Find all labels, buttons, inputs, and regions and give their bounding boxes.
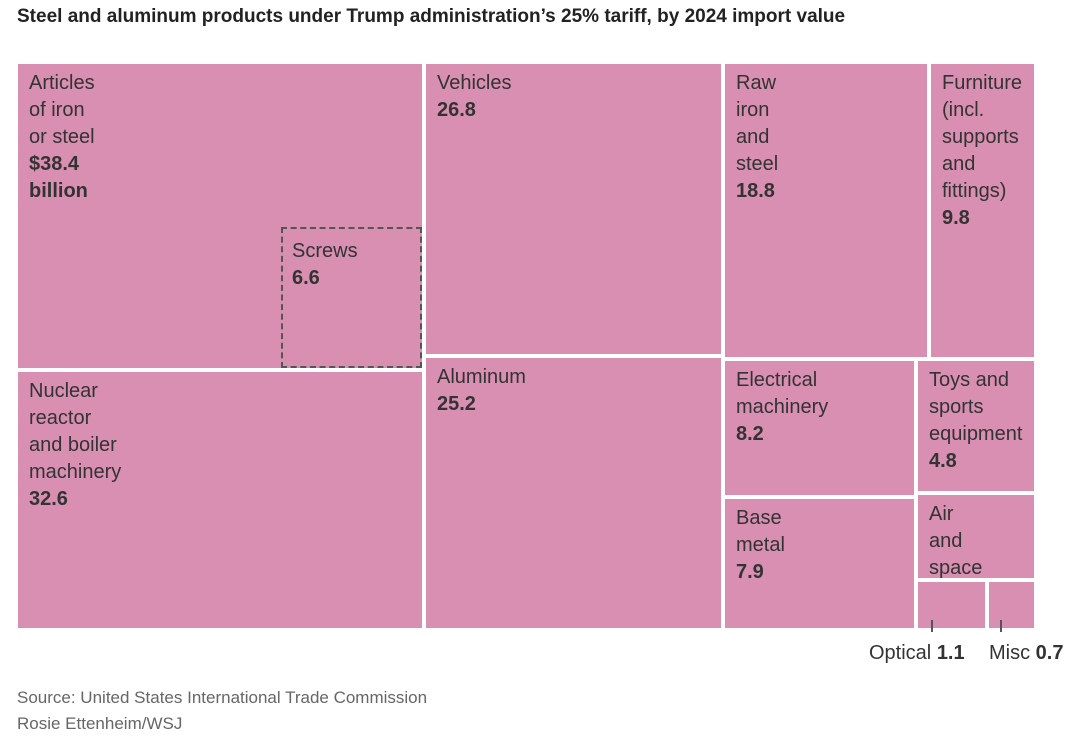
- treemap-tile-air-and-space-craft: [916, 493, 1036, 580]
- tile-name: Base metal: [736, 507, 785, 556]
- tile-value: 26.8: [437, 99, 476, 121]
- tile-name: Vehicles: [437, 72, 512, 94]
- screws-subset-box: [281, 227, 422, 368]
- chart-title: Steel and aluminum products under Trump …: [17, 6, 846, 27]
- treemap-tile-optical: [916, 580, 987, 630]
- treemap-tile-misc: [987, 580, 1036, 630]
- tile-value: 18.8: [736, 180, 775, 202]
- treemap-tile-furniture-incl-supports-and-fittings: [929, 62, 1036, 359]
- leader-tick-optical: [931, 620, 933, 632]
- tile-value: 32.6: [29, 488, 68, 510]
- subset-value: 6.6: [292, 267, 320, 289]
- treemap-tile-vehicles: [424, 62, 723, 356]
- tile-name: Raw iron and steel: [736, 72, 779, 175]
- credit-note: Rosie Ettenheim/WSJ: [17, 714, 183, 733]
- treemap-tile-aluminum: [424, 356, 723, 630]
- tile-label-nuclear-reactor-and-boiler-machinery: Nuclear reactor and boiler machinery 32.6: [29, 378, 121, 513]
- tile-name: Nuclear reactor and boiler machinery: [29, 380, 122, 483]
- outside-label-optical: Optical 1.1: [869, 642, 965, 665]
- tile-value: 9.8: [942, 207, 970, 229]
- outside-label-name: Optical: [869, 642, 937, 664]
- leader-tick-misc: [1000, 620, 1002, 632]
- tile-label-aluminum: Aluminum 25.2: [437, 364, 526, 418]
- tile-label-vehicles: Vehicles 26.8: [437, 70, 512, 124]
- tile-value: 25.2: [437, 393, 476, 415]
- treemap-tile-base-metal: [723, 497, 916, 630]
- tile-label-toys-and-sports-equipment: Toys and sports equipment 4.8: [929, 367, 1022, 475]
- tile-value: $38.4 billion: [29, 153, 88, 202]
- subset-label-screws: Screws 6.6: [292, 238, 358, 292]
- outside-label-misc: Misc 0.7: [989, 642, 1063, 665]
- tile-label-base-metal: Base metal 7.9: [736, 505, 785, 586]
- treemap-tile-articles-of-iron-or-steel: [16, 62, 424, 370]
- tile-label-raw-iron-and-steel: Raw iron and steel 18.8: [736, 70, 778, 205]
- tile-value: 4.8: [929, 450, 957, 472]
- tile-value: 8.2: [736, 423, 764, 445]
- tile-name: Toys and sports equipment: [929, 369, 1023, 445]
- tile-label-electrical-machinery: Electrical machinery 8.2: [736, 367, 828, 448]
- tile-value: 7.9: [736, 561, 764, 583]
- outside-label-value: 0.7: [1035, 642, 1064, 664]
- treemap-tile-toys-and-sports-equipment: [916, 359, 1036, 493]
- tile-label-furniture-incl-supports-and-fittings: Furniture (incl. supports and fittings) 9…: [942, 70, 1022, 232]
- source-note: Source: United States International Trad…: [17, 688, 428, 707]
- treemap-tile-raw-iron-and-steel: [723, 62, 929, 359]
- tile-name: Articles of iron or steel: [29, 72, 95, 148]
- tile-name: Furniture (incl. supports and fittings): [942, 72, 1023, 202]
- outside-label-name: Misc: [989, 642, 1036, 664]
- treemap-tile-nuclear-reactor-and-boiler-machinery: [16, 370, 424, 630]
- tile-label-articles-of-iron-or-steel: Articles of iron or steel $38.4 billion: [29, 70, 95, 205]
- treemap-tile-electrical-machinery: [723, 359, 916, 497]
- outside-label-value: 1.1: [936, 642, 965, 664]
- tile-name: Aluminum: [437, 366, 526, 388]
- subset-name: Screws: [292, 240, 358, 262]
- tile-name: Electrical machinery: [736, 369, 829, 418]
